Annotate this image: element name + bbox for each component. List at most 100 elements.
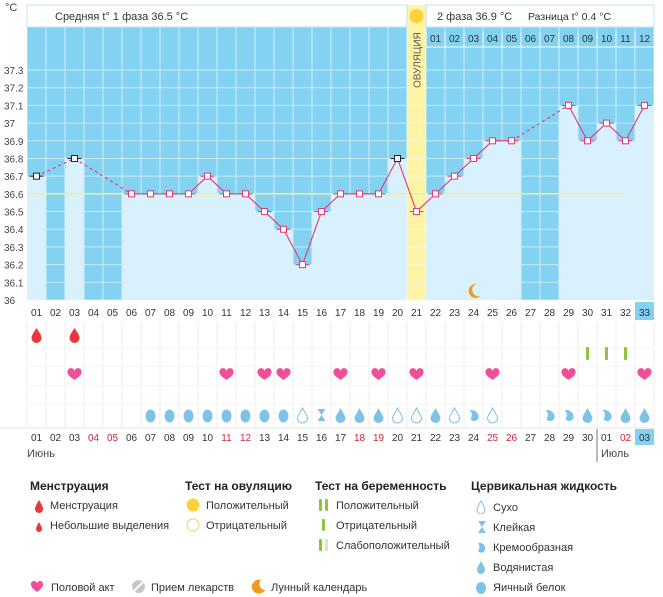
y-tick-label: 37.3 <box>4 66 24 77</box>
temperature-bar <box>274 229 293 300</box>
eggwhite-drop-icon <box>183 409 194 423</box>
legend-lunar: Лунный календарь <box>271 582 368 594</box>
calendar-date-label: 30 <box>582 433 594 444</box>
temperature-bar <box>388 158 407 300</box>
calendar-date-label: 15 <box>297 433 309 444</box>
cycle-day-label: 31 <box>601 308 613 319</box>
temperature-bar <box>293 264 312 300</box>
phase2-day-label: 12 <box>639 34 651 45</box>
legend-pregnancy-faint: Слабоположительный <box>336 540 450 552</box>
heart-icon <box>276 368 291 380</box>
heart-icon <box>637 368 652 380</box>
chart-legend: Менструация Менструация Небольшие выделе… <box>0 470 663 595</box>
cycle-day-label: 22 <box>430 308 442 319</box>
legend-ovulation-title: Тест на овуляцию <box>185 479 292 493</box>
cycle-day-label: 18 <box>354 308 366 319</box>
temperature-bar <box>217 193 236 300</box>
y-axis-unit: °C <box>5 2 17 14</box>
month-next-label: Июль <box>601 448 629 460</box>
temperature-bar <box>122 193 141 300</box>
temperature-segment <box>283 228 303 265</box>
calendar-date-label: 29 <box>563 433 575 444</box>
ovulation-sun-icon <box>409 9 424 23</box>
legend-pregnancy-positive: Положительный <box>336 500 419 512</box>
phase2-day-label: 04 <box>487 34 499 45</box>
cycle-day-label: 26 <box>506 308 518 319</box>
cycle-day-label: 17 <box>335 308 347 319</box>
temperature-point <box>223 190 230 198</box>
temperature-bar <box>27 176 46 300</box>
calendar-date-label: 25 <box>487 433 499 444</box>
cycle-day-label: 19 <box>373 308 385 319</box>
faint-stripe-icon <box>318 538 330 555</box>
calendar-date-label: 23 <box>449 433 461 444</box>
cycle-day-label: 24 <box>468 308 480 319</box>
y-tick-label: 36.1 <box>4 278 24 289</box>
temperature-bar <box>160 193 179 300</box>
calendar-date-label: 21 <box>411 433 423 444</box>
eggwhite-drop-icon <box>259 409 270 423</box>
pill-icon <box>131 579 146 597</box>
calendar-date-label: 19 <box>373 433 385 444</box>
creamy-drop-icon <box>469 409 479 422</box>
calendar-date-label: 07 <box>145 433 157 444</box>
watery-drop-icon <box>475 560 487 577</box>
pregnancy-test-icon <box>586 347 589 360</box>
temperature-bar <box>65 158 84 300</box>
temperature-point <box>337 190 344 198</box>
header-phase1-box <box>26 4 408 28</box>
dry-drop-icon <box>448 406 461 424</box>
temperature-bar <box>502 140 521 300</box>
temperature-bar <box>635 105 654 300</box>
eggwhite-drop-icon <box>164 409 175 423</box>
legend-medication: Прием лекарств <box>151 582 235 594</box>
calendar-date-label: 16 <box>316 433 328 444</box>
legend-pregnancy-negative: Отрицательный <box>336 520 417 532</box>
calendar-date-label: 13 <box>259 433 271 444</box>
cycle-day-label: 08 <box>164 308 176 319</box>
calendar-date-label: 02 <box>620 433 632 444</box>
calendar-date-label: 24 <box>468 433 480 444</box>
temperature-segment <box>301 211 323 265</box>
temperature-point <box>603 119 610 127</box>
temperature-point <box>470 154 477 162</box>
temperature-point <box>356 190 363 198</box>
cycle-day-label: 13 <box>259 308 271 319</box>
temperature-segment <box>625 105 645 142</box>
temperature-bar <box>445 176 464 300</box>
blood-drop-icon <box>34 499 44 516</box>
y-tick-label: 37.1 <box>4 101 24 112</box>
temperature-bar <box>179 193 198 300</box>
temperature-segment <box>36 157 75 177</box>
calendar-date-label: 08 <box>164 433 176 444</box>
cycle-day-label: 21 <box>411 308 423 319</box>
legend-cervical-dry: Сухо <box>493 502 518 514</box>
today-highlight <box>635 429 654 445</box>
legend-intercourse: Половой акт <box>51 582 115 594</box>
creamy-drop-icon <box>475 540 487 557</box>
creamy-drop-icon <box>564 409 574 422</box>
legend-menstruation-item: Менструация <box>50 500 118 512</box>
temperature-segment <box>511 104 569 142</box>
calendar-date-label: 14 <box>278 433 290 444</box>
heart-icon <box>485 368 500 380</box>
legend-spotting-item: Небольшие выделения <box>50 520 170 532</box>
pregnancy-test-icon <box>624 347 627 360</box>
sticky-hourglass-icon <box>317 409 326 421</box>
eggwhite-drop-icon <box>475 580 487 597</box>
bbt-chart: 36 36.1 36.2 36.3 36.4 36.5 36.6 36.7 36.8 36.9 37… <box>0 2 655 462</box>
phase2-day-label: 02 <box>449 34 461 45</box>
calendar-date-label: 18 <box>354 433 366 444</box>
moon-icon <box>251 579 266 597</box>
month-start-label: Июнь <box>27 448 55 460</box>
temperature-bar <box>483 140 502 300</box>
legend-menstruation-title: Менструация <box>30 479 109 493</box>
temperature-point <box>280 225 287 233</box>
temperature-bar <box>312 211 331 300</box>
calendar-date-label: 27 <box>525 433 537 444</box>
calendar-date-label: 04 <box>88 433 100 444</box>
y-tick-label: 36.4 <box>4 225 24 236</box>
temperature-point <box>432 190 439 198</box>
cycle-day-label: 20 <box>392 308 404 319</box>
temperature-bar <box>331 193 350 300</box>
